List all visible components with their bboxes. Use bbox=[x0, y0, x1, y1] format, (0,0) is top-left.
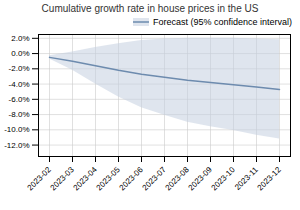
svg-text:2.0%: 2.0% bbox=[11, 34, 29, 43]
svg-text:2023-02: 2023-02 bbox=[26, 165, 54, 193]
svg-text:-2.0%: -2.0% bbox=[9, 64, 30, 73]
svg-text:2023-05: 2023-05 bbox=[95, 165, 123, 193]
svg-text:2023-11: 2023-11 bbox=[233, 165, 260, 192]
svg-text:2023-10: 2023-10 bbox=[210, 165, 238, 193]
svg-text:-12.0%: -12.0% bbox=[4, 141, 29, 150]
svg-text:0.0%: 0.0% bbox=[11, 49, 29, 58]
svg-text:2023-06: 2023-06 bbox=[118, 165, 146, 193]
html-text:Cumulative growth rate in hous: Cumulative growth rate in house prices i… bbox=[41, 3, 259, 14]
html-text:Forecast (95% confidence inter: Forecast (95% confidence interval) bbox=[152, 17, 292, 27]
svg-text:2023-04: 2023-04 bbox=[72, 165, 100, 193]
svg-text:-6.0%: -6.0% bbox=[9, 95, 30, 104]
svg-text:-10.0%: -10.0% bbox=[4, 125, 29, 134]
svg-text:2023-07: 2023-07 bbox=[141, 165, 169, 193]
svg-text:-8.0%: -8.0% bbox=[9, 110, 30, 119]
svg-text:2023-03: 2023-03 bbox=[49, 165, 77, 193]
svg-text:2023-08: 2023-08 bbox=[164, 165, 192, 193]
svg-text:-4.0%: -4.0% bbox=[9, 80, 30, 89]
svg-text:2023-09: 2023-09 bbox=[187, 165, 215, 193]
svg-text:2023-12: 2023-12 bbox=[256, 165, 284, 193]
